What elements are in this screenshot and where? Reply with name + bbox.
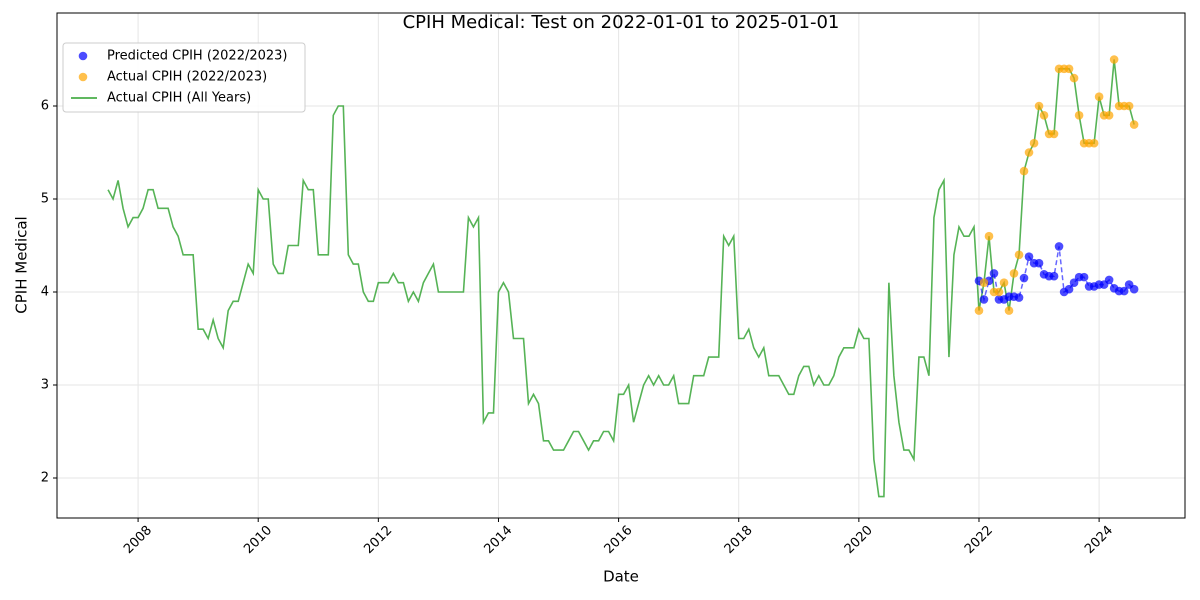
scatter-point — [1129, 120, 1139, 129]
scatter-point — [1129, 284, 1139, 294]
y-tick-label: 3 — [41, 378, 49, 393]
scatter-point — [1064, 64, 1074, 74]
legend-label: Actual CPIH (2022/2023) — [107, 70, 267, 85]
scatter-point — [979, 278, 989, 288]
scatter-point — [1019, 273, 1029, 283]
legend-swatch — [78, 72, 88, 82]
scatter-point — [979, 295, 989, 304]
y-tick-label: 5 — [41, 192, 49, 207]
scatter-point — [1074, 111, 1084, 120]
scatter-point — [1089, 138, 1099, 148]
scatter-point — [1014, 250, 1024, 260]
scatter-point — [1124, 101, 1134, 111]
scatter-point — [1014, 293, 1024, 302]
chart-title: CPIH Medical: Test on 2022-01-01 to 2025… — [403, 12, 840, 33]
scatter-point — [989, 269, 999, 278]
marks-layer — [107, 55, 1139, 498]
scatter-point — [1019, 166, 1029, 176]
scatter-point — [1009, 269, 1019, 278]
plot-frame — [56, 12, 1186, 519]
y-tick-label: 4 — [41, 285, 49, 300]
scatter-point — [1034, 258, 1044, 268]
y-tick-label: 2 — [41, 471, 49, 486]
scatter-point — [974, 306, 984, 315]
scatter-point — [1034, 101, 1044, 111]
scatter-point — [994, 287, 1004, 297]
legend-label: Predicted CPIH (2022/2023) — [107, 49, 288, 64]
scatter-point — [1004, 306, 1014, 315]
scatter-point — [999, 278, 1009, 288]
scatter-point — [1104, 275, 1114, 285]
scatter-point — [984, 231, 994, 241]
legend-swatch — [78, 51, 88, 61]
legend-label: Actual CPIH (All Years) — [107, 91, 251, 106]
scatter-point — [1049, 129, 1059, 139]
legend-box — [62, 42, 306, 113]
scatter-point — [1024, 148, 1034, 157]
scatter-point — [1069, 73, 1079, 83]
scatter-point — [1104, 111, 1114, 120]
scatter-point — [1119, 286, 1129, 296]
scatter-point — [1064, 284, 1074, 294]
scatter-point — [1094, 92, 1104, 102]
data-line — [107, 59, 1135, 498]
scatter-point — [1069, 278, 1079, 288]
legend: Predicted CPIH (2022/2023) Actual CPIH (2… — [62, 42, 306, 113]
scatter-point — [1024, 252, 1034, 261]
scatter-point — [1049, 271, 1059, 281]
scatter-point — [1109, 55, 1119, 64]
scatter-point — [1054, 242, 1064, 251]
y-tick-label: 6 — [41, 99, 49, 114]
scatter-point — [1079, 272, 1089, 282]
scatter-point — [1039, 111, 1049, 120]
x-axis-label: Date — [603, 568, 639, 586]
scatter-point — [1029, 138, 1039, 148]
y-axis-label: CPIH Medical — [13, 216, 31, 313]
